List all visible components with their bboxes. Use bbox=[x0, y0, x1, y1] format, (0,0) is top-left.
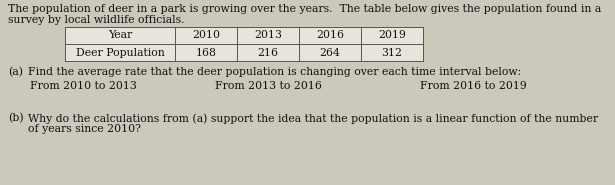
Text: Find the average rate that the deer population is changing over each time interv: Find the average rate that the deer popu… bbox=[28, 67, 522, 77]
Text: (b): (b) bbox=[8, 113, 23, 123]
Text: 2013: 2013 bbox=[254, 31, 282, 41]
Text: From 2013 to 2016: From 2013 to 2016 bbox=[215, 81, 322, 91]
Text: 216: 216 bbox=[258, 48, 279, 58]
Bar bbox=[65, 27, 423, 61]
Text: survey by local wildlife officials.: survey by local wildlife officials. bbox=[8, 15, 184, 25]
Text: Why do the calculations from (a) support the idea that the population is a linea: Why do the calculations from (a) support… bbox=[28, 113, 598, 124]
Text: of years since 2010?: of years since 2010? bbox=[28, 124, 141, 134]
Text: From 2010 to 2013: From 2010 to 2013 bbox=[30, 81, 137, 91]
Text: 312: 312 bbox=[381, 48, 402, 58]
Text: 2010: 2010 bbox=[192, 31, 220, 41]
Text: 168: 168 bbox=[196, 48, 216, 58]
Text: 2019: 2019 bbox=[378, 31, 406, 41]
Text: Year: Year bbox=[108, 31, 132, 41]
Text: 264: 264 bbox=[320, 48, 341, 58]
Text: (a): (a) bbox=[8, 67, 23, 77]
Text: The population of deer in a park is growing over the years.  The table below giv: The population of deer in a park is grow… bbox=[8, 4, 601, 14]
Text: 2016: 2016 bbox=[316, 31, 344, 41]
Text: Deer Population: Deer Population bbox=[76, 48, 164, 58]
Text: From 2016 to 2019: From 2016 to 2019 bbox=[420, 81, 527, 91]
